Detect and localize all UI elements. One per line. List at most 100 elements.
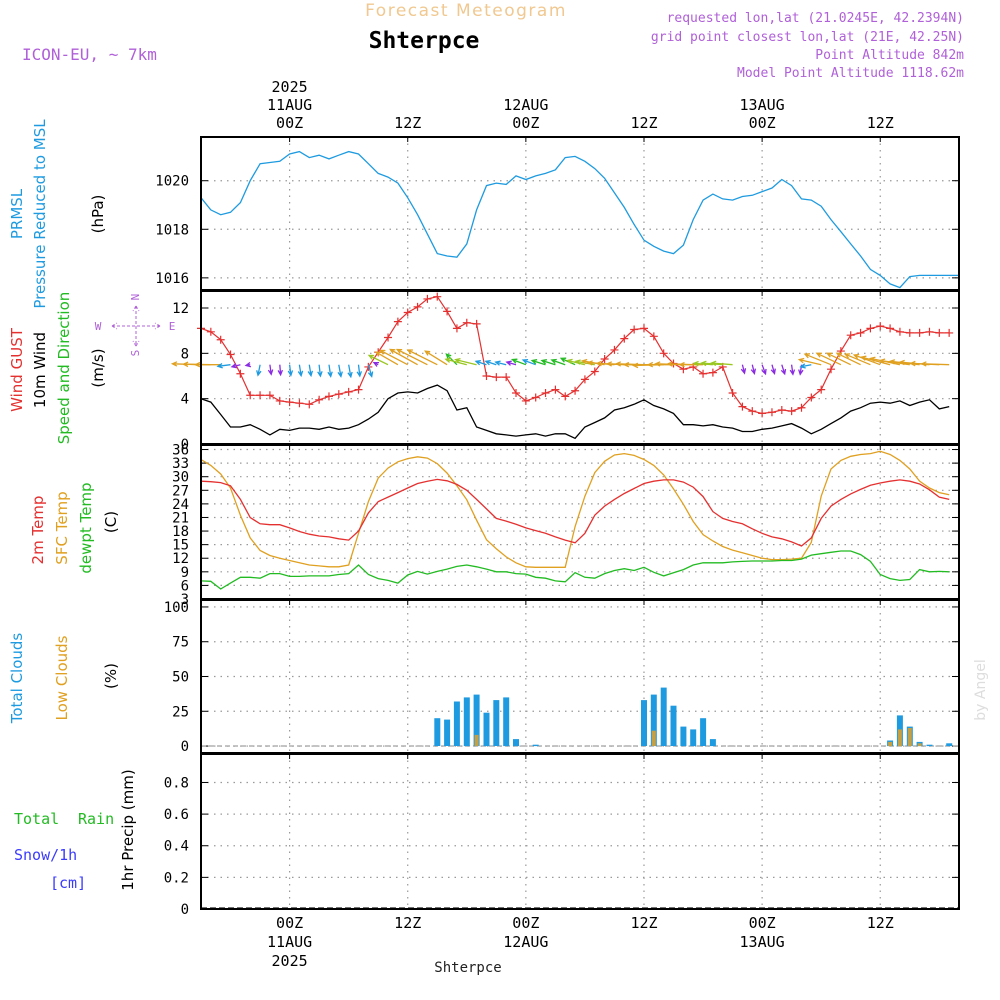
wind-gust-point [492, 373, 501, 382]
wind-gust-point [708, 368, 717, 377]
wind-gust-point [384, 333, 393, 342]
total-cloud-bar [503, 697, 510, 747]
wind-direction-arrow [843, 353, 871, 366]
time-label-top: 00Z [749, 114, 776, 132]
time-label-top: 00Z [276, 114, 303, 132]
wind-direction-arrow [505, 360, 517, 366]
total-cloud-bar [463, 697, 470, 747]
wind-gust-point [639, 324, 648, 333]
wind-direction-arrow [395, 348, 428, 366]
time-label-bottom: 00Z [276, 914, 303, 932]
wind-direction-arrow [406, 349, 438, 366]
wind-gust-point [452, 324, 461, 333]
time-label-bottom: 00Z [749, 914, 776, 932]
bottom-label: Shterpce [434, 960, 501, 976]
wind-gust-point [728, 389, 737, 397]
low-cloud-bar [907, 728, 912, 747]
wind-direction-arrow [825, 352, 851, 366]
wind-direction-arrow [530, 359, 546, 366]
wind-direction-arrow [540, 359, 556, 366]
wind-direction-arrow [277, 364, 284, 377]
wind-gust-point [256, 391, 265, 400]
wind-direction-arrow [761, 364, 767, 376]
wind-direction-arrow [347, 364, 353, 379]
y-tick-label: 15 [172, 538, 189, 554]
total-cloud-bar [650, 694, 657, 747]
wind-direction-arrow [920, 361, 950, 367]
y-tick-label: 36 [172, 443, 189, 459]
time-label-bottom: 12Z [394, 914, 421, 932]
wind-direction-arrow [835, 352, 861, 366]
time-label-top: 13AUG [740, 96, 785, 114]
wind-gust-point [502, 373, 511, 382]
time-label-bottom: 11AUG [267, 933, 312, 951]
pressure-line [200, 150, 959, 289]
time-label-top: 12Z [394, 114, 421, 132]
total-cloud-bar [641, 700, 647, 746]
wind-gust-point [521, 396, 530, 405]
info-line-1: requested lon,lat (21.0245E, 42.2394N) [667, 11, 964, 26]
total-cloud-bar [493, 700, 500, 746]
model-label: ICON-EU, ~ 7km [22, 45, 157, 64]
compass-rose-icon [111, 305, 161, 347]
wind-label-speed-dir: Speed and Direction [55, 292, 73, 445]
precip-label-unit: 1hr Precip (mm) [119, 769, 137, 890]
wind-direction-arrow [797, 357, 822, 366]
info-line-3: Point Altitude 842m [815, 48, 964, 63]
y-tick-label: 1020 [155, 174, 189, 190]
wind-direction-arrow [256, 364, 262, 377]
wind-gust-point [777, 406, 786, 414]
y-tick-label: 24 [172, 497, 189, 513]
time-label-top: 2025 [272, 78, 308, 96]
wind-gust-point [216, 335, 225, 344]
wind-gust-point [945, 328, 954, 337]
wind-direction-arrow [521, 358, 536, 366]
wind-gust-point [895, 327, 904, 336]
wind-direction-arrow [356, 364, 363, 378]
total-cloud-bar [700, 718, 707, 746]
total-cloud-bar [690, 729, 697, 747]
wind-direction-arrow [799, 363, 812, 369]
compass-e: E [169, 320, 176, 333]
wind-gust-point [846, 331, 855, 340]
wind-gust-point [443, 307, 452, 316]
watermark: by Angel [973, 659, 989, 720]
wind-gust-point [472, 319, 481, 328]
page-title: Shterpce [369, 28, 480, 54]
panel-frame [200, 290, 960, 445]
wind-gust-point [856, 328, 865, 337]
precip-label-snow: Snow/1h [14, 846, 77, 864]
total-cloud-bar [473, 694, 480, 747]
time-label-bottom: 12Z [630, 914, 657, 932]
pressure-label-unit: (hPa) [89, 195, 107, 234]
temp-label-dewpt: dewpt Temp [77, 482, 95, 573]
wind-direction-arrow [803, 353, 832, 366]
wind-direction-arrow [710, 360, 733, 367]
wind-direction-arrow [424, 350, 448, 366]
clouds-label-low: Low Clouds [53, 635, 71, 720]
wind-direction-arrow [770, 364, 776, 375]
total-cloud-bar [453, 701, 460, 746]
wind-direction-arrow [374, 351, 399, 366]
total-cloud-bar [926, 744, 933, 747]
wind-direction-arrow [445, 353, 458, 366]
wind-gust-point [571, 386, 580, 395]
y-tick-label: 0 [181, 739, 189, 755]
low-cloud-bar [917, 743, 922, 747]
wind-gust-point [364, 362, 373, 371]
time-label-top: 00Z [512, 114, 539, 132]
wind-label-10m: 10m Wind [31, 332, 49, 408]
time-label-bottom: 2025 [272, 952, 308, 970]
total-cloud-bar [709, 739, 716, 747]
low-cloud-bar [888, 741, 893, 747]
y-tick-label: 0.6 [164, 807, 189, 823]
wind-gust-point [580, 375, 589, 384]
panel-precip: 0 0.2 0.4 0.6 0.8 [164, 754, 959, 918]
low-cloud-bar [897, 729, 902, 747]
panel-clouds: 0 25 50 75 100 [164, 600, 959, 755]
temp-label-sfc: SFC Temp [53, 491, 71, 564]
wind-gust-point [630, 325, 639, 334]
